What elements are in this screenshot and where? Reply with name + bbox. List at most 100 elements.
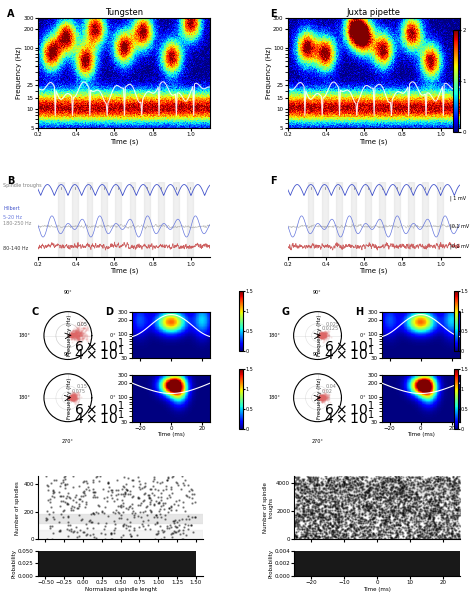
Point — [68, 391, 76, 400]
Point — [72, 331, 79, 340]
Point — [64, 499, 72, 509]
Point — [65, 393, 73, 403]
Point — [374, 499, 381, 508]
Point — [73, 332, 80, 341]
Point — [353, 529, 361, 539]
Point — [318, 333, 326, 343]
Point — [318, 394, 326, 403]
Point — [77, 330, 84, 340]
Point — [391, 486, 398, 496]
Point — [67, 393, 74, 403]
Point — [364, 523, 372, 532]
Point — [319, 395, 327, 404]
Point — [354, 473, 362, 482]
Point — [59, 506, 67, 516]
Point — [420, 503, 428, 512]
Point — [428, 506, 436, 515]
Point — [306, 513, 314, 523]
Point — [456, 530, 463, 540]
Point — [445, 505, 453, 515]
Point — [395, 492, 403, 502]
Point — [96, 471, 104, 481]
Point — [415, 510, 423, 520]
Point — [449, 472, 456, 482]
Point — [437, 488, 444, 497]
Point — [312, 479, 319, 489]
Point — [438, 478, 446, 488]
Point — [71, 329, 78, 338]
Point — [319, 392, 326, 401]
Point — [307, 520, 314, 530]
Point — [355, 487, 362, 496]
Point — [321, 330, 328, 340]
Point — [317, 331, 325, 340]
Point — [357, 496, 365, 506]
Point — [312, 499, 319, 509]
Point — [334, 476, 341, 485]
Bar — [137, 314, 140, 576]
Point — [394, 532, 402, 541]
Point — [295, 476, 303, 486]
Point — [336, 506, 344, 516]
Point — [427, 533, 434, 542]
Point — [68, 394, 76, 404]
Point — [434, 481, 441, 491]
Point — [65, 393, 73, 403]
Point — [304, 496, 311, 506]
Point — [340, 529, 348, 539]
Point — [403, 528, 411, 538]
Point — [79, 323, 86, 332]
Point — [452, 486, 459, 496]
Point — [443, 473, 450, 483]
Point — [303, 499, 310, 509]
Point — [73, 394, 81, 403]
Point — [67, 392, 74, 402]
Point — [42, 515, 49, 525]
Point — [300, 481, 307, 490]
Point — [428, 518, 436, 527]
Point — [317, 331, 324, 340]
Point — [315, 394, 323, 404]
Point — [317, 326, 324, 336]
Point — [70, 502, 78, 512]
Point — [456, 533, 464, 543]
Point — [67, 392, 75, 401]
Point — [416, 522, 424, 532]
Point — [402, 505, 410, 515]
Point — [325, 501, 332, 511]
Point — [304, 481, 311, 490]
Point — [67, 394, 75, 403]
Point — [73, 398, 80, 407]
Point — [334, 504, 341, 514]
Point — [372, 505, 379, 515]
Point — [69, 329, 77, 338]
Point — [333, 514, 340, 524]
Point — [294, 485, 302, 495]
Point — [315, 393, 322, 403]
Point — [315, 331, 322, 340]
Point — [363, 505, 370, 515]
Point — [302, 506, 310, 516]
Point — [333, 484, 341, 494]
Point — [413, 516, 420, 526]
Point — [336, 512, 344, 522]
Point — [320, 527, 328, 536]
Point — [317, 392, 324, 401]
Point — [406, 533, 413, 542]
Point — [319, 328, 326, 338]
Point — [363, 515, 370, 524]
Point — [330, 488, 338, 497]
Point — [434, 526, 441, 535]
Point — [316, 330, 324, 340]
Point — [307, 473, 314, 483]
Point — [401, 514, 409, 524]
Point — [350, 532, 357, 541]
Point — [424, 481, 432, 490]
Point — [328, 477, 336, 487]
Point — [451, 493, 459, 503]
Point — [388, 527, 395, 537]
Point — [383, 481, 390, 490]
Point — [66, 329, 73, 339]
Point — [375, 493, 383, 502]
Point — [442, 518, 450, 528]
